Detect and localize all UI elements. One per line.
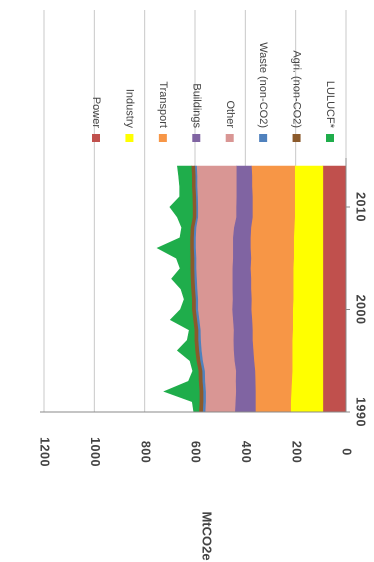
legend-swatch-transport xyxy=(158,134,167,142)
axis-lines xyxy=(40,158,348,413)
legend-label-other: Other xyxy=(224,100,236,128)
y-tick-label: 200 xyxy=(289,441,303,463)
series-area-lulucf xyxy=(156,165,200,413)
series-area-industry xyxy=(290,165,324,413)
x-tick-label: 2010 xyxy=(354,192,368,222)
y-axis-label: MtCO2e xyxy=(200,511,215,560)
legend-swatch-power xyxy=(92,134,100,142)
legend: Power Industry Transport Buildings Other Wast… xyxy=(90,42,336,142)
legend-swatch-industry xyxy=(125,134,134,142)
y-tick-label: 600 xyxy=(189,441,203,463)
legend-label-waste-non-co2: Waste (non-CO2) xyxy=(257,42,269,128)
y-tick-label: 400 xyxy=(239,441,253,463)
legend-swatch-waste-non-co2 xyxy=(259,134,268,142)
legend-label-industry: Industry xyxy=(124,89,136,129)
area-series xyxy=(156,165,347,413)
legend-label-buildings: Buildings xyxy=(190,83,202,128)
legend-label-agri-non-co2: Agri. (non-CO2) xyxy=(291,50,303,128)
y-tick-label: 1000 xyxy=(88,437,102,467)
legend-label-lulucf: LULUCF* xyxy=(324,81,336,129)
x-tick-labels: 1990 2000 2010 xyxy=(346,192,368,427)
y-tick-label: 0 xyxy=(340,448,354,455)
x-tick-label: 2000 xyxy=(354,295,368,325)
y-tick-label: 1200 xyxy=(38,437,52,467)
legend-swatch-lulucf xyxy=(326,134,334,142)
legend-swatch-other xyxy=(225,134,234,142)
legend-label-power: Power xyxy=(90,97,102,129)
series-area-power xyxy=(322,165,347,413)
legend-swatch-buildings xyxy=(192,134,201,142)
legend-label-transport: Transport xyxy=(157,81,169,128)
series-area-transport xyxy=(250,165,295,413)
x-tick-label: 1990 xyxy=(354,397,368,427)
y-tick-labels: 0 200 400 600 800 1000 1200 xyxy=(38,437,354,467)
y-tick-label: 800 xyxy=(138,441,152,463)
legend-swatch-agri-non-co2 xyxy=(292,134,301,142)
